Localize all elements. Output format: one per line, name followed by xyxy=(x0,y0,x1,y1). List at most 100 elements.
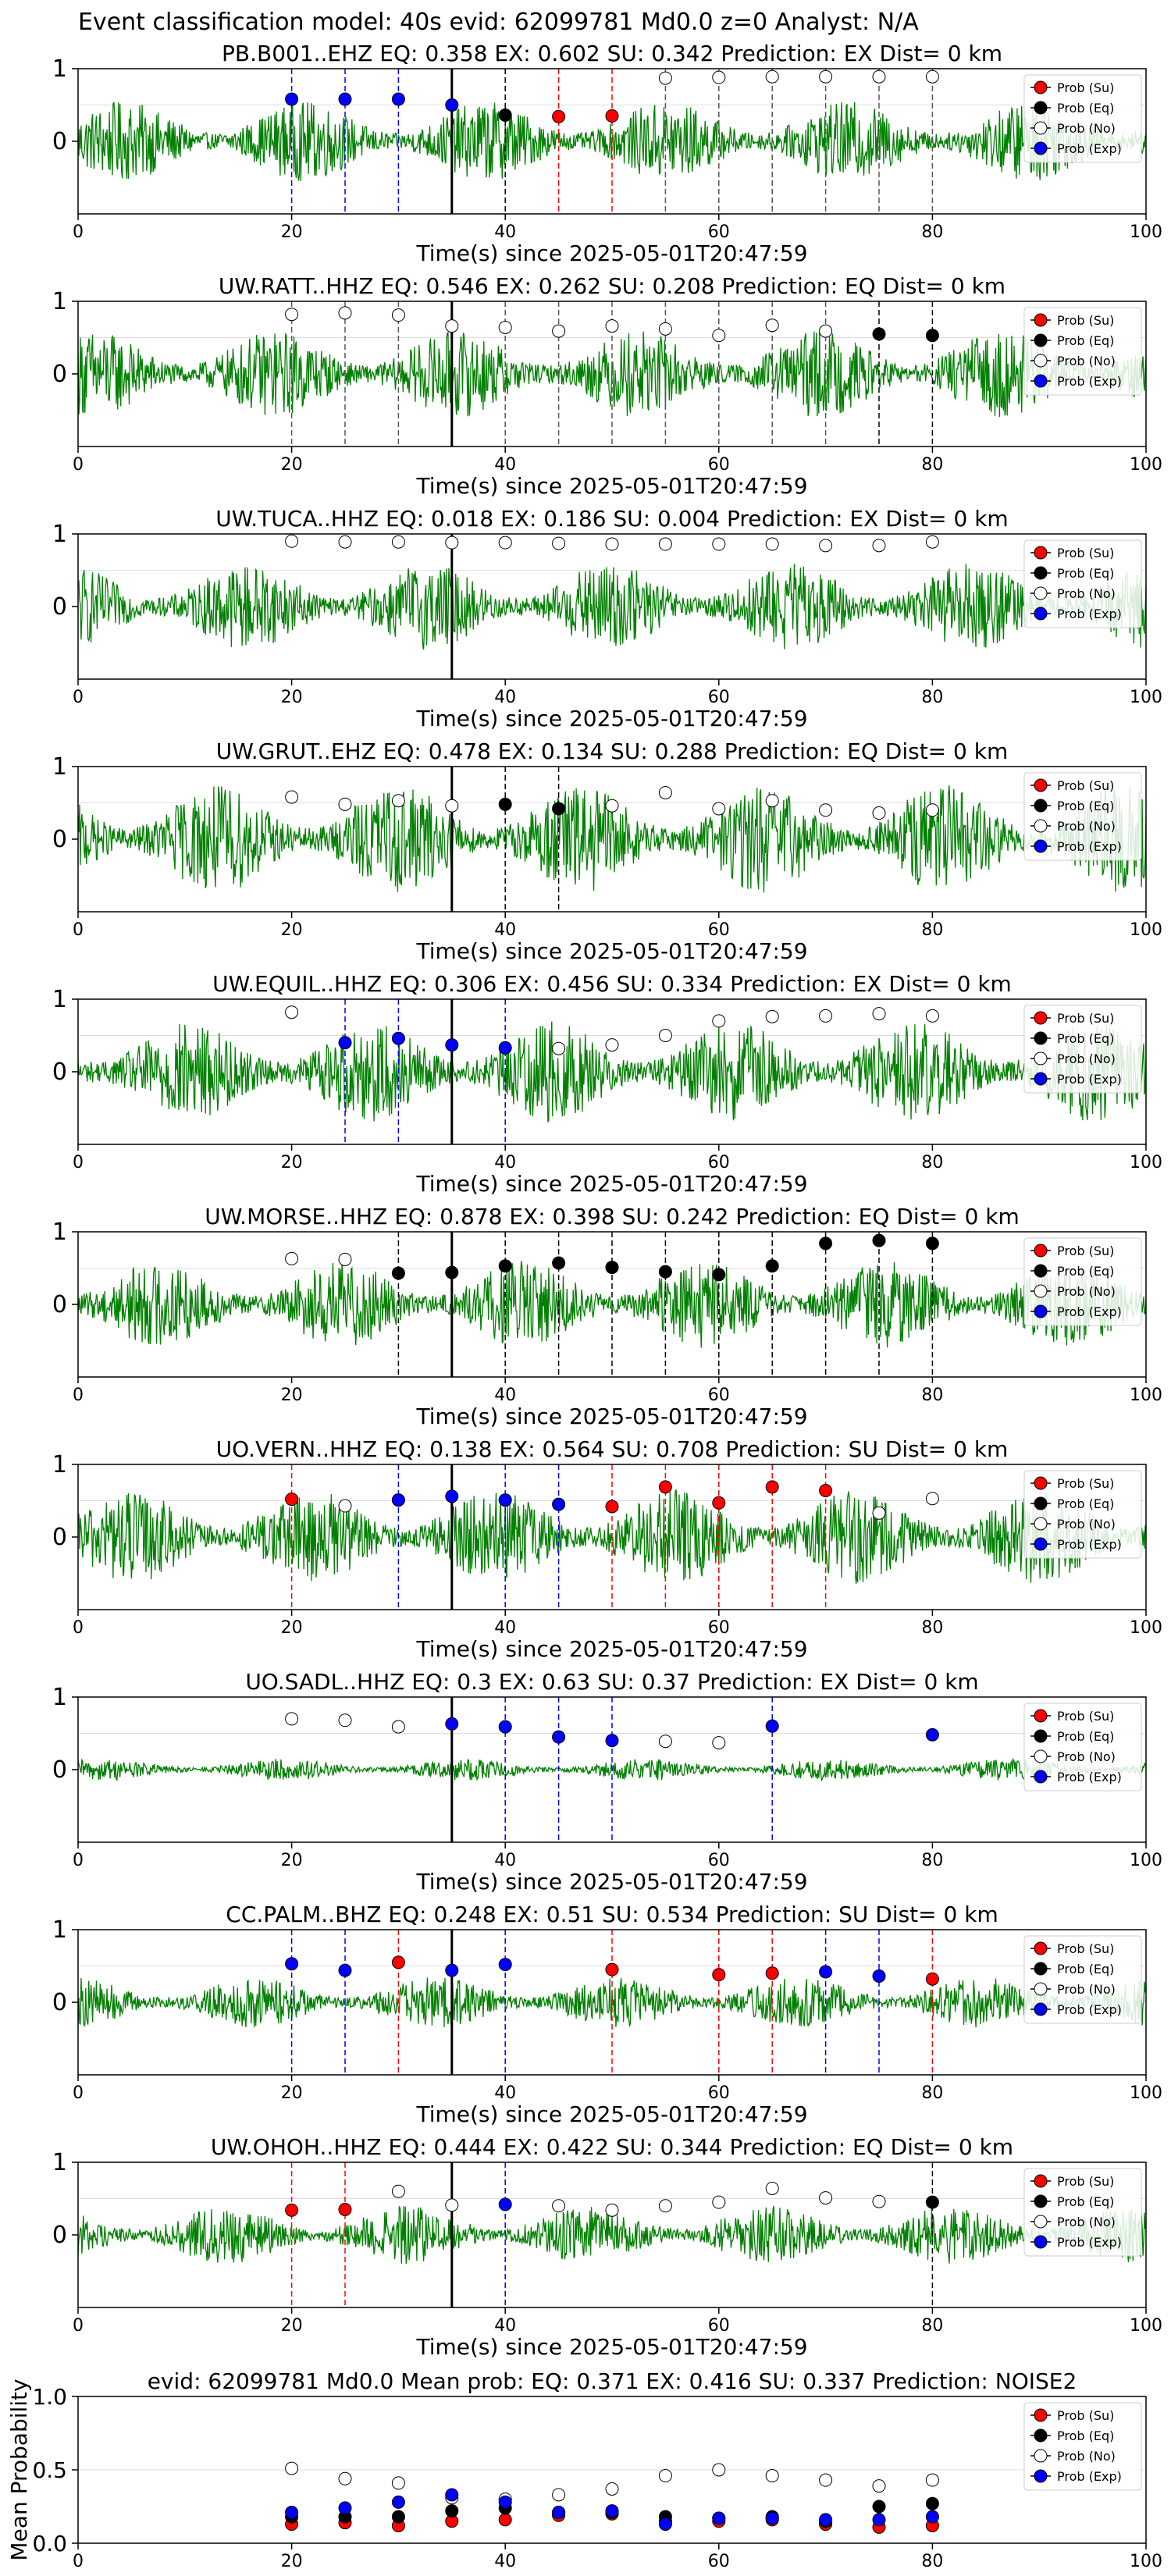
prob-point-no xyxy=(338,1499,352,1513)
x-tick-label: 0 xyxy=(73,455,84,475)
prob-point-no xyxy=(391,794,405,808)
prob-point-no xyxy=(872,539,886,553)
legend-label-no: Prob (No) xyxy=(1057,1284,1116,1299)
x-tick-label: 60 xyxy=(708,2552,730,2571)
prob-point-eq xyxy=(925,329,939,343)
y-tick-label: 1 xyxy=(52,521,67,548)
axes-frame xyxy=(77,68,1147,215)
prob-point-exp xyxy=(819,1965,833,1979)
x-tick-label: 80 xyxy=(921,2552,943,2571)
x-tick-label: 100 xyxy=(1130,222,1162,242)
y-tick-label: 0 xyxy=(52,1756,67,1784)
prob-point-exp xyxy=(445,1489,459,1503)
legend-box xyxy=(1023,1005,1142,1094)
x-tick-label: 40 xyxy=(494,1851,516,1870)
prob-point-no xyxy=(765,794,779,808)
prob-point-no xyxy=(498,320,512,334)
panel-title: UW.GRUT..EHZ EQ: 0.478 EX: 0.134 SU: 0.2… xyxy=(216,738,1009,764)
legend-box xyxy=(1023,74,1142,163)
panel-title: UW.OHOH..HHZ EQ: 0.444 EX: 0.422 SU: 0.3… xyxy=(211,2134,1013,2160)
prob-point-no xyxy=(605,799,619,813)
axes-frame xyxy=(77,2396,1147,2544)
prob-point-su xyxy=(552,109,566,123)
y-tick-label: 1 xyxy=(52,1451,67,1478)
prob-point-no xyxy=(872,806,886,820)
prob-point-eq xyxy=(872,327,886,341)
legend-box xyxy=(1023,1703,1142,1791)
panels-group: PB.B001..EHZ EQ: 0.358 EX: 0.602 SU: 0.3… xyxy=(6,41,1162,2571)
legend-marker-su xyxy=(1034,1941,1048,1955)
prob-point-exp xyxy=(445,1038,459,1052)
prob-point-su xyxy=(819,1483,833,1497)
y-tick-label: 0 xyxy=(52,361,67,388)
legend-label-su: Prob (Su) xyxy=(1057,1476,1114,1491)
legend-marker-exp xyxy=(1034,374,1048,388)
mean-point-no xyxy=(872,2479,886,2493)
legend-label-no: Prob (No) xyxy=(1057,586,1116,601)
legend-marker-exp xyxy=(1034,2469,1048,2483)
prob-point-no xyxy=(872,1506,886,1520)
prob-point-no xyxy=(658,785,672,799)
x-tick-label: 60 xyxy=(708,455,730,475)
legend-label-eq: Prob (Eq) xyxy=(1057,799,1114,813)
prob-point-exp xyxy=(872,1969,886,1984)
x-axis-label: Time(s) since 2025-05-01T20:47:59 xyxy=(415,1171,807,1197)
x-tick-label: 40 xyxy=(494,1153,516,1172)
mean-point-eq xyxy=(391,2510,405,2524)
prob-point-no xyxy=(712,1014,726,1028)
waveform-trace xyxy=(78,1261,1146,1348)
prob-point-exp xyxy=(498,1720,512,1734)
mean-point-exp xyxy=(712,2511,726,2525)
legend-label-su: Prob (Su) xyxy=(1057,778,1114,793)
legend-marker-no xyxy=(1034,1982,1048,1996)
legend-marker-no xyxy=(1034,1749,1048,1763)
station-panel-2: UW.RATT..HHZ EQ: 0.546 EX: 0.262 SU: 0.2… xyxy=(52,273,1162,499)
x-tick-label: 60 xyxy=(708,1386,730,1405)
legend-marker-no xyxy=(1034,2215,1048,2229)
legend-marker-eq xyxy=(1034,1962,1048,1976)
axes-frame xyxy=(77,1464,1147,1610)
mean-point-exp xyxy=(445,2488,459,2502)
y-tick-label: 0 xyxy=(52,826,67,853)
legend-marker-exp xyxy=(1034,1072,1048,1086)
legend-label-su: Prob (Su) xyxy=(1057,1709,1114,1724)
legend-label-su: Prob (Su) xyxy=(1057,546,1114,560)
mean-probability-panel: evid: 62099781 Md0.0 Mean prob: EQ: 0.37… xyxy=(6,2368,1162,2571)
legend-box xyxy=(1023,772,1142,861)
prob-point-exp xyxy=(285,92,299,106)
prob-point-su xyxy=(605,109,619,123)
x-tick-label: 80 xyxy=(921,455,943,475)
x-tick-label: 100 xyxy=(1130,455,1162,475)
prob-point-no xyxy=(872,1007,886,1021)
legend-label-eq: Prob (Eq) xyxy=(1057,2428,1114,2443)
axes-frame xyxy=(77,1231,1147,1378)
legend-box xyxy=(1023,1470,1142,1559)
mean-point-exp xyxy=(552,2506,566,2520)
x-tick-label: 80 xyxy=(921,2316,943,2336)
legend-marker-su xyxy=(1034,2408,1048,2422)
station-panel-7: UO.VERN..HHZ EQ: 0.138 EX: 0.564 SU: 0.7… xyxy=(52,1436,1162,1662)
y-tick-label: 0 xyxy=(52,2222,67,2249)
legend-marker-su xyxy=(1034,1476,1048,1490)
x-axis-label: Time(s) since 2025-05-01T20:47:59 xyxy=(415,473,807,499)
prob-point-exp xyxy=(765,1719,779,1733)
prob-point-eq xyxy=(872,1233,886,1247)
station-panel-3: UW.TUCA..HHZ EQ: 0.018 EX: 0.186 SU: 0.0… xyxy=(52,506,1162,731)
prob-point-no xyxy=(658,71,672,85)
prob-point-no xyxy=(552,1041,566,1055)
legend-label-exp: Prob (Exp) xyxy=(1057,1537,1122,1552)
prob-point-no xyxy=(285,1251,299,1265)
axes-frame xyxy=(77,533,1147,680)
legend-marker-no xyxy=(1034,121,1048,135)
legend-label-no: Prob (No) xyxy=(1057,354,1116,368)
y-tick-label: 0 xyxy=(52,128,67,155)
prob-point-no xyxy=(445,2198,459,2212)
legend-marker-su xyxy=(1034,1011,1048,1025)
x-tick-label: 100 xyxy=(1130,688,1162,707)
prob-point-no xyxy=(285,790,299,804)
prob-point-no xyxy=(712,802,726,816)
prob-point-eq xyxy=(925,1236,939,1251)
legend-marker-eq xyxy=(1034,1031,1048,1045)
legend-marker-exp xyxy=(1034,1770,1048,1784)
